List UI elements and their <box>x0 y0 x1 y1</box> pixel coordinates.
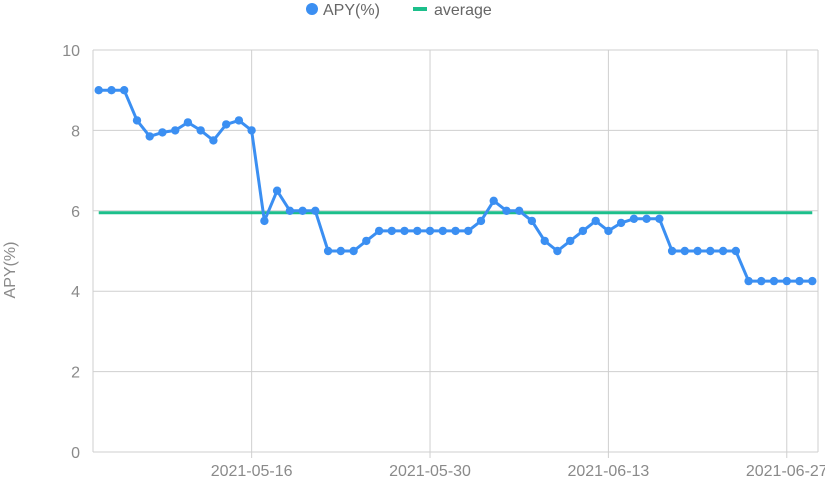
x-tick-label: 2021-06-27 <box>746 463 825 480</box>
y-tick-label: 0 <box>71 445 80 462</box>
apy-data-point[interactable] <box>132 116 142 125</box>
apy-data-point[interactable] <box>502 206 511 215</box>
y-tick-label: 8 <box>71 123 80 140</box>
apy-data-point[interactable] <box>604 226 613 236</box>
apy-data-point[interactable] <box>298 206 307 215</box>
apy-data-point[interactable] <box>120 86 129 95</box>
y-axis-ticks: 0 2 4 6 8 10 <box>62 43 80 462</box>
apy-data-point[interactable] <box>349 246 358 256</box>
apy-data-point[interactable] <box>591 216 600 226</box>
apy-data-point[interactable] <box>374 226 384 236</box>
y-tick-label: 6 <box>71 204 80 221</box>
apy-data-point[interactable] <box>425 226 435 236</box>
apy-data-point[interactable] <box>171 126 180 135</box>
gridlines <box>92 49 819 458</box>
apy-data-point[interactable] <box>578 226 588 236</box>
x-tick-label: 2021-05-30 <box>389 463 471 480</box>
apy-series-line <box>98 88 813 283</box>
apy-data-point[interactable] <box>413 226 422 236</box>
legend[interactable]: APY(%) average <box>306 2 492 19</box>
apy-data-point[interactable] <box>706 246 715 256</box>
apy-data-point[interactable] <box>718 246 728 256</box>
apy-data-point[interactable] <box>680 246 689 256</box>
apy-data-point[interactable] <box>285 206 295 215</box>
y-axis-label: APY(%) <box>2 242 19 299</box>
apy-data-point[interactable] <box>451 226 460 236</box>
x-tick-label: 2021-06-13 <box>567 463 649 480</box>
apy-data-point[interactable] <box>566 236 575 246</box>
legend-label-apy: APY(%) <box>323 2 380 19</box>
apy-data-point[interactable] <box>400 226 409 236</box>
legend-marker-apy <box>306 3 318 15</box>
apy-data-point[interactable] <box>667 246 677 256</box>
apy-data-point[interactable] <box>158 128 167 137</box>
apy-data-point[interactable] <box>476 216 486 226</box>
apy-data-point[interactable] <box>464 226 473 236</box>
apy-data-point[interactable] <box>260 216 269 226</box>
y-tick-label: 2 <box>71 365 80 382</box>
apy-data-point[interactable] <box>387 226 396 236</box>
apy-data-point[interactable] <box>782 276 791 286</box>
apy-data-point[interactable] <box>438 226 447 236</box>
apy-data-point[interactable] <box>247 126 256 135</box>
x-tick-label: 2021-05-16 <box>211 463 293 480</box>
legend-marker-average <box>413 7 427 11</box>
legend-item-apy[interactable]: APY(%) <box>306 2 380 19</box>
apy-data-point[interactable] <box>744 276 753 286</box>
apy-data-point[interactable] <box>808 276 817 286</box>
apy-data-point[interactable] <box>489 196 498 205</box>
apy-data-point[interactable] <box>629 214 639 223</box>
apy-data-point[interactable] <box>183 118 193 127</box>
apy-data-point[interactable] <box>222 120 231 129</box>
apy-data-point[interactable] <box>209 136 218 145</box>
apy-data-point[interactable] <box>94 86 103 95</box>
apy-data-point[interactable] <box>795 276 804 286</box>
apy-data-point[interactable] <box>311 206 320 215</box>
apy-data-point[interactable] <box>731 246 740 256</box>
legend-label-average: average <box>434 2 492 19</box>
apy-data-point[interactable] <box>693 246 702 256</box>
apy-data-point[interactable] <box>642 214 651 223</box>
apy-data-point[interactable] <box>234 116 244 125</box>
apy-data-point[interactable] <box>515 206 524 215</box>
series-layer <box>94 86 817 286</box>
apy-data-point[interactable] <box>145 132 154 141</box>
apy-data-point[interactable] <box>769 276 779 286</box>
apy-data-point[interactable] <box>107 86 116 95</box>
apy-data-point[interactable] <box>757 276 766 286</box>
apy-data-point[interactable] <box>553 246 562 256</box>
y-tick-label: 4 <box>71 284 80 301</box>
legend-item-average[interactable]: average <box>413 2 492 19</box>
apy-data-point[interactable] <box>272 186 282 195</box>
apy-data-point[interactable] <box>540 236 549 246</box>
apy-data-point[interactable] <box>655 214 664 223</box>
apy-data-point[interactable] <box>336 246 345 256</box>
y-tick-label: 10 <box>62 43 80 60</box>
apy-data-point[interactable] <box>323 246 333 256</box>
apy-data-point[interactable] <box>616 218 626 228</box>
apy-data-point[interactable] <box>196 126 205 135</box>
apy-data-point[interactable] <box>527 216 537 226</box>
apy-data-point[interactable] <box>362 236 371 246</box>
x-axis-ticks: 2021-05-16 2021-05-30 2021-06-13 2021-06-27 <box>211 463 825 480</box>
